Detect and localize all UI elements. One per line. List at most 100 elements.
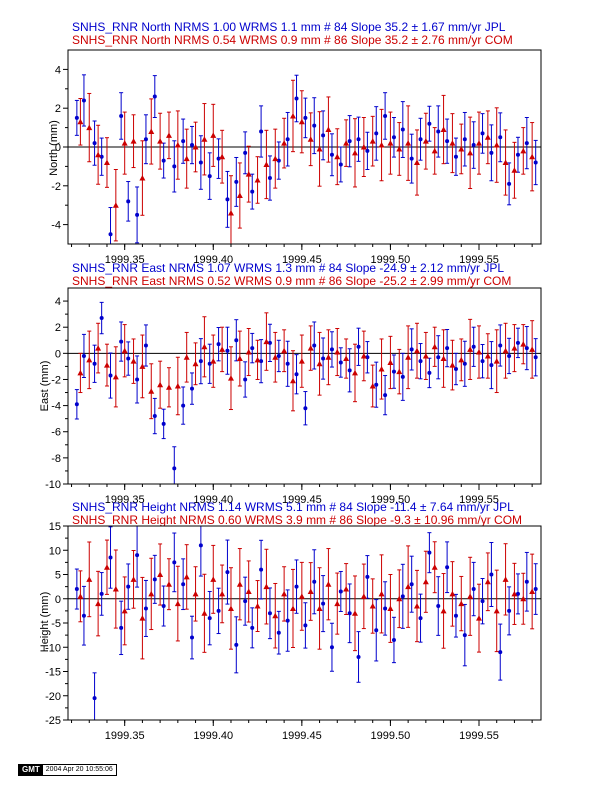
east-xtick-label: 1999.55	[459, 494, 499, 506]
height-jpl-point	[312, 579, 317, 584]
east-ytick-label: -2	[51, 374, 61, 386]
north-com-point	[183, 155, 190, 162]
east-com-point	[112, 373, 119, 380]
east-jpl-point	[303, 406, 308, 411]
height-com-point	[325, 581, 332, 587]
north-jpl-point	[356, 137, 361, 142]
east-jpl-point	[338, 360, 343, 365]
north-com-point	[475, 140, 482, 146]
north-jpl-point	[400, 127, 405, 132]
height-jpl-point	[161, 604, 166, 609]
east-com-point	[511, 345, 518, 351]
north-xtick-label: 1999.35	[105, 254, 145, 266]
height-jpl-point	[515, 591, 520, 596]
north-jpl-point	[267, 176, 272, 181]
east-com-point	[475, 349, 482, 355]
east-xtick-label: 1999.40	[193, 494, 233, 506]
north-com-point	[219, 153, 226, 160]
height-ytick-label: -25	[45, 715, 61, 727]
north-jpl-point	[436, 129, 441, 134]
east-jpl-point	[74, 402, 79, 407]
east-com-point	[219, 346, 226, 352]
north-jpl-point	[480, 131, 485, 136]
east-jpl-point	[418, 359, 423, 364]
height-com-point	[475, 615, 482, 621]
north-jpl-point	[418, 137, 423, 142]
north-com-point	[369, 138, 376, 144]
north-com-point	[95, 151, 102, 158]
height-com-point	[139, 615, 146, 621]
north-frame	[67, 49, 542, 245]
height-com-point	[316, 605, 323, 611]
height-xtick-label: 1999.35	[105, 730, 145, 742]
north-com-point	[413, 159, 420, 166]
north-com-point	[192, 144, 199, 150]
east-jpl-point	[108, 373, 113, 378]
height-panel: SNHS_RNR Height NRMS 1.14 WRMS 5.1 mm # …	[39, 500, 542, 742]
east-com-point	[148, 388, 155, 394]
gmt-timestamp: GMT 2004 Apr 20 10:55:06	[18, 764, 117, 776]
east-xtick-label: 1999.35	[105, 494, 145, 506]
north-jpl-point	[294, 96, 299, 101]
east-com-point	[369, 383, 376, 389]
east-com-point	[86, 356, 93, 363]
height-jpl-point	[243, 599, 248, 604]
north-com-point	[86, 124, 93, 131]
north-jpl-point	[250, 189, 255, 194]
north-com-point	[493, 142, 500, 148]
height-xtick-label: 1999.50	[371, 730, 411, 742]
north-jpl-point	[533, 160, 538, 165]
north-jpl-point	[276, 158, 281, 163]
east-com-point	[139, 363, 146, 369]
east-jpl-point	[207, 361, 212, 366]
east-jpl-point	[409, 347, 414, 352]
height-jpl-point	[99, 591, 104, 596]
north-jpl-point	[374, 131, 379, 136]
north-jpl-point	[321, 133, 326, 138]
height-com-point	[378, 590, 385, 597]
east-jpl-point	[524, 346, 529, 351]
height-header-com: SNHS_RNR Height NRMS 0.60 WRMS 3.9 mm # …	[72, 513, 522, 527]
north-com-point	[298, 118, 305, 125]
east-ytick-label: 0	[55, 348, 61, 360]
east-jpl-point	[445, 346, 450, 351]
east-jpl-point	[489, 363, 494, 368]
east-jpl-point	[533, 355, 538, 360]
height-ytick-label: -5	[51, 618, 61, 630]
east-com-point	[272, 354, 279, 360]
height-jpl-point	[427, 550, 432, 555]
east-ytick-label: -4	[51, 401, 61, 413]
east-com-point	[95, 345, 102, 351]
height-jpl-point	[436, 604, 441, 609]
north-com-point	[458, 145, 465, 152]
height-com-point	[351, 610, 358, 616]
height-com-point	[219, 590, 226, 597]
east-ytick-label: -8	[51, 453, 61, 465]
height-com-point	[484, 578, 491, 585]
north-jpl-point	[81, 98, 86, 103]
height-jpl-point	[347, 611, 352, 616]
height-jpl-point	[119, 625, 124, 630]
height-jpl-point	[391, 637, 396, 642]
north-com-point	[289, 112, 296, 119]
height-com-point	[431, 564, 438, 570]
east-com-point	[192, 360, 199, 367]
east-com-point	[493, 358, 500, 364]
north-ylabel: North (mm)	[48, 120, 60, 176]
height-xtick-label: 1999.45	[282, 730, 322, 742]
height-jpl-point	[418, 616, 423, 621]
height-jpl-point	[409, 582, 414, 587]
height-com-point	[130, 576, 137, 582]
north-jpl-point	[453, 154, 458, 159]
east-com-point	[396, 368, 403, 375]
height-jpl-point	[321, 601, 326, 606]
north-jpl-point	[243, 150, 248, 155]
height-jpl-point	[234, 642, 239, 647]
north-xtick-label: 1999.55	[459, 254, 499, 266]
east-ytick-label: -6	[51, 427, 61, 439]
north-jpl-point	[119, 113, 124, 118]
height-jpl-point	[225, 570, 230, 575]
east-com-point	[210, 358, 217, 364]
height-com-point	[95, 600, 102, 607]
